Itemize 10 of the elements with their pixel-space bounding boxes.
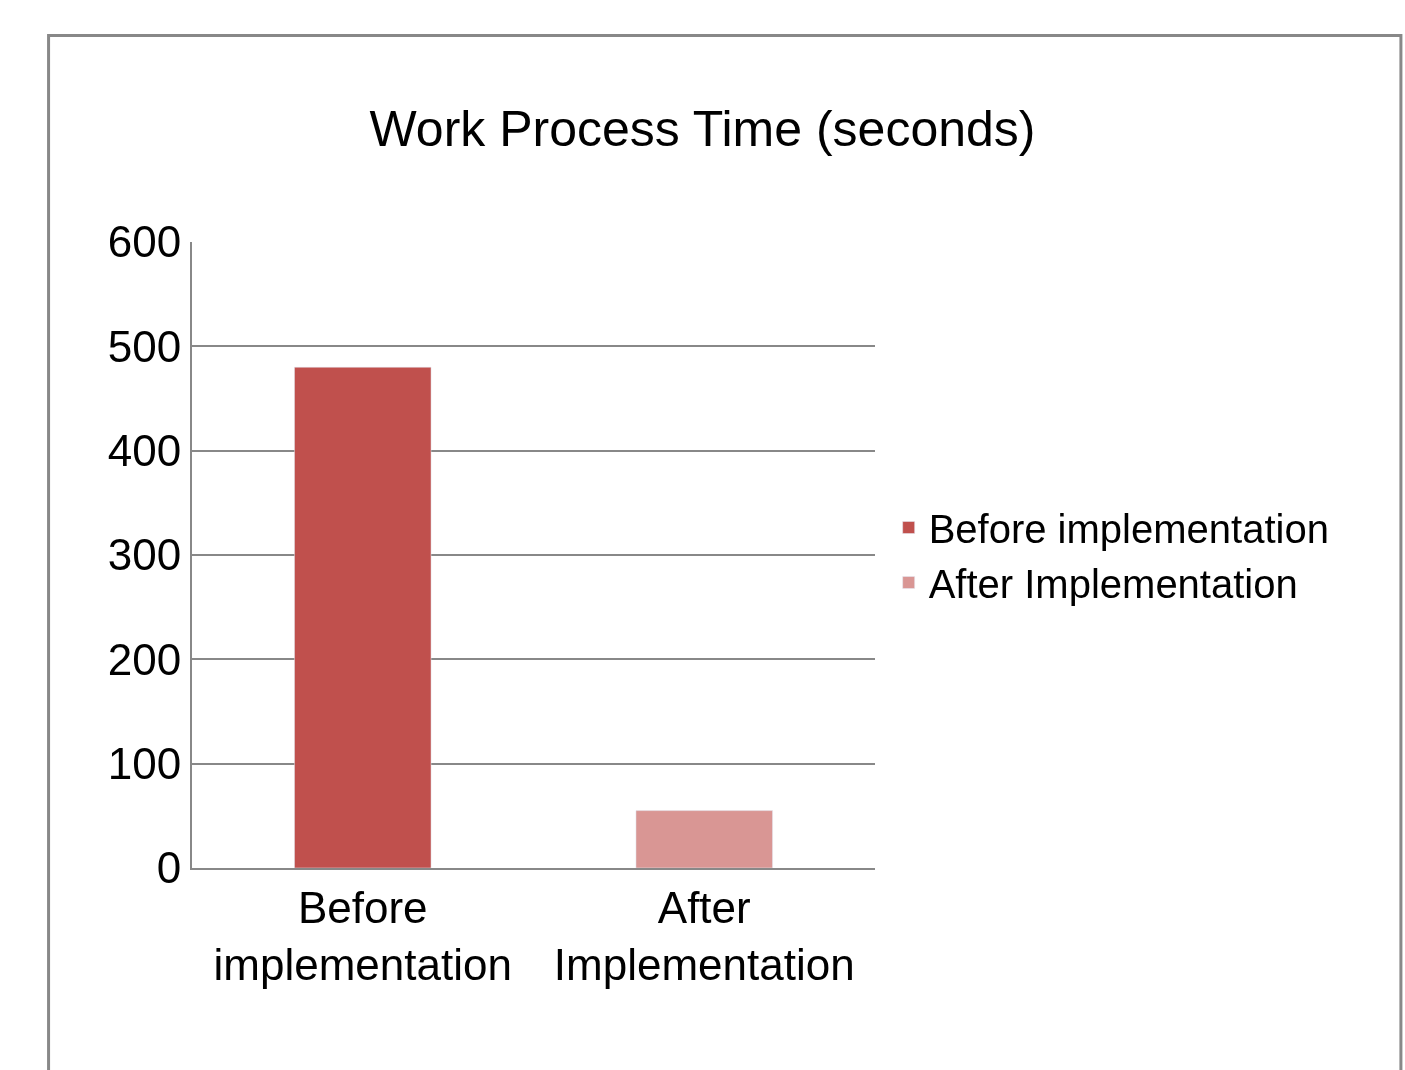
chart-title: Work Process Time (seconds) xyxy=(369,100,1036,157)
y-tick-label: 200 xyxy=(107,634,182,684)
y-tick-label: 400 xyxy=(107,426,182,476)
y-tick-label: 300 xyxy=(107,530,182,580)
legend-label: Before implementation xyxy=(928,507,1329,552)
y-tick-label: 600 xyxy=(107,217,182,267)
y-tick-label: 0 xyxy=(156,843,182,893)
legend-label: After Implementation xyxy=(928,562,1298,607)
y-tick-label: 500 xyxy=(107,321,182,371)
y-tick-label: 100 xyxy=(107,739,182,789)
